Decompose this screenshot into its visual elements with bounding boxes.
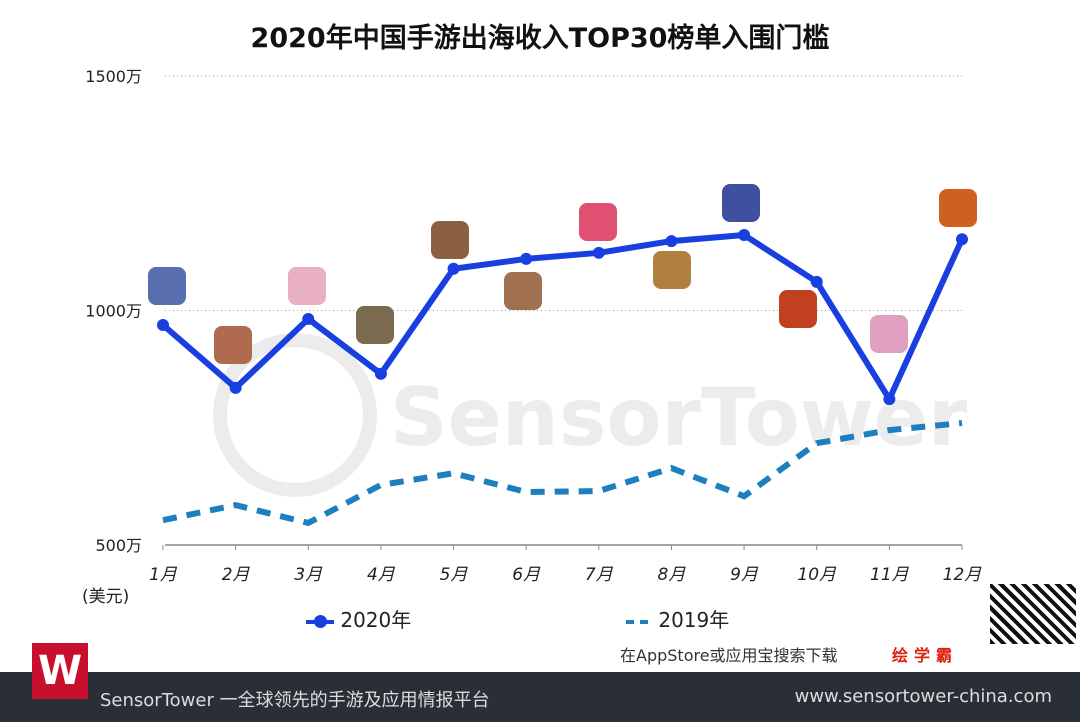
series-2020-point xyxy=(302,312,315,325)
qr-code xyxy=(988,582,1078,646)
footer-bar: SensorTower 一全球领先的手游及应用情报平台 www.sensorto… xyxy=(0,672,1080,722)
series-2020-point xyxy=(956,233,968,246)
x-tick-label: 12月 xyxy=(943,565,983,585)
x-tick-label: 2月 xyxy=(222,565,251,585)
game-app-icon xyxy=(939,189,977,227)
y-tick-label: 1000万 xyxy=(85,302,142,321)
series-2020-point xyxy=(592,246,605,259)
x-tick-label: 4月 xyxy=(367,565,396,585)
y-tick-label: 1500万 xyxy=(85,67,142,86)
game-app-icon xyxy=(722,184,760,222)
game-app-icon xyxy=(214,326,252,364)
x-tick-label: 10月 xyxy=(797,565,837,585)
legend-2019: 2019年 xyxy=(626,604,729,633)
series-2020-line xyxy=(161,231,965,403)
game-app-icon xyxy=(148,267,186,305)
legend-2020: 2020年 xyxy=(306,604,411,633)
x-tick-label: 11月 xyxy=(870,565,910,585)
game-app-icon xyxy=(653,251,691,289)
watermark-logo-icon xyxy=(213,333,377,497)
footer-url: www.sensortower-china.com xyxy=(794,686,1052,707)
series-2020-point xyxy=(738,228,751,241)
game-app-icon xyxy=(356,306,394,344)
x-tick-label: 5月 xyxy=(440,565,469,585)
series-2020-point xyxy=(157,319,169,332)
y-unit-label: (美元) xyxy=(82,587,130,607)
x-tick-label: 9月 xyxy=(730,565,759,585)
badge-logo: W xyxy=(32,643,88,699)
overlay-brand: 绘学霸 xyxy=(892,646,959,665)
x-tick-label: 1月 xyxy=(149,565,178,585)
footer-slogan: SensorTower 一全球领先的手游及应用情报平台 xyxy=(100,690,490,711)
series-2019-line xyxy=(162,420,963,527)
game-app-icon xyxy=(431,221,469,259)
x-tick-label: 7月 xyxy=(585,565,614,585)
game-app-icon xyxy=(504,272,542,310)
series-2020-point xyxy=(520,252,533,265)
x-tick-label: 8月 xyxy=(658,565,687,585)
series-2020-point xyxy=(665,235,678,248)
legend-2019-marker xyxy=(626,619,652,624)
series-2020-point xyxy=(374,367,387,380)
series-2020-point xyxy=(883,393,896,406)
y-tick-label: 500万 xyxy=(95,536,142,555)
game-app-icon xyxy=(870,315,908,353)
chart-title: 2020年中国手游出海收入TOP30榜单入围门槛 xyxy=(250,23,830,54)
series-2020-point xyxy=(447,262,460,275)
series-2020-point xyxy=(810,275,823,288)
game-app-icon xyxy=(579,203,617,241)
game-app-icon xyxy=(779,290,817,328)
x-tick-label: 6月 xyxy=(512,565,541,585)
legend-2020-label: 2020年 xyxy=(340,608,412,632)
watermark: SensorTower xyxy=(390,371,968,464)
overlay-text: 在AppStore或应用宝搜索下载 xyxy=(620,646,838,665)
legend-2020-marker xyxy=(306,614,334,628)
legend-2019-label: 2019年 xyxy=(658,608,730,632)
x-tick-label: 3月 xyxy=(294,565,323,585)
game-app-icon xyxy=(288,267,326,305)
series-2020-point xyxy=(229,381,242,394)
